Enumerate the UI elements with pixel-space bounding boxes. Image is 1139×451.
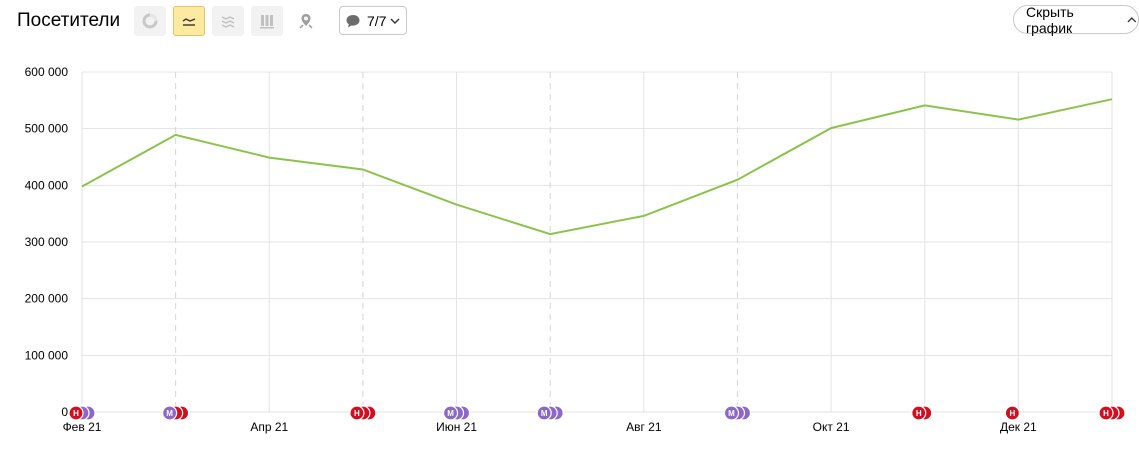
- x-tick-label: Апр 21: [250, 420, 288, 434]
- area-chart-button[interactable]: [212, 6, 244, 36]
- y-tick-label: 200 000: [25, 292, 69, 306]
- y-tick-label: 600 000: [25, 65, 69, 79]
- line-chart-icon: [182, 18, 196, 26]
- annotation-marker-letter: Н: [354, 409, 360, 418]
- annotation-marker-letter: М: [728, 409, 735, 418]
- annotation-marker: [349, 405, 365, 421]
- notes-dropdown[interactable]: 7/7: [339, 6, 407, 35]
- hide-chart-button[interactable]: Скрыть график: [1013, 3, 1139, 36]
- bar-chart-button[interactable]: [251, 6, 283, 36]
- comment-icon: [346, 14, 360, 27]
- pie-chart-button[interactable]: [134, 6, 166, 36]
- bar-chart-icon: [260, 15, 274, 29]
- annotation-marker: [162, 405, 178, 421]
- y-tick-label: 100 000: [25, 348, 69, 362]
- annotation-marker: [536, 405, 552, 421]
- y-tick-label: 0: [61, 405, 68, 419]
- x-tick-label: Окт 21: [813, 420, 850, 434]
- annotation-marker-letter: М: [447, 409, 454, 418]
- annotation-marker: [911, 405, 927, 421]
- x-tick-label: Авг 21: [626, 420, 662, 434]
- annotation-marker-letter: Н: [916, 409, 922, 418]
- hide-chart-label: Скрыть график: [1026, 3, 1074, 36]
- annotation-marker-letter: Н: [1009, 409, 1015, 418]
- line-chart-button[interactable]: [173, 6, 205, 36]
- notes-count: 7/7: [367, 12, 387, 29]
- y-tick-label: 500 000: [25, 122, 69, 136]
- annotation-marker: [1098, 405, 1114, 421]
- annotation-marker-letter: М: [541, 409, 548, 418]
- annotation-marker: [68, 405, 84, 421]
- chevron-up-icon: [1127, 16, 1137, 22]
- map-button[interactable]: [290, 6, 322, 36]
- x-tick-label: Июн 21: [436, 420, 477, 434]
- y-tick-label: 400 000: [25, 178, 69, 192]
- x-tick-label: Фев 21: [63, 420, 102, 434]
- annotation-marker: [1004, 405, 1020, 421]
- annotation-marker-letter: Н: [1103, 409, 1109, 418]
- annotation-marker: [442, 405, 459, 421]
- pie-chart-icon: [142, 13, 158, 29]
- y-tick-label: 300 000: [25, 235, 69, 249]
- annotation-marker: [723, 405, 740, 421]
- visitors-series-line: [81, 98, 1113, 236]
- chevron-down-icon: [390, 18, 400, 24]
- area-chart-icon: [221, 16, 235, 28]
- map-icon: [299, 14, 313, 29]
- x-tick-label: Дек 21: [1000, 420, 1037, 434]
- annotation-marker-letter: М: [166, 409, 173, 418]
- annotation-marker-letter: Н: [73, 409, 79, 418]
- page-title: Посетители: [17, 10, 121, 31]
